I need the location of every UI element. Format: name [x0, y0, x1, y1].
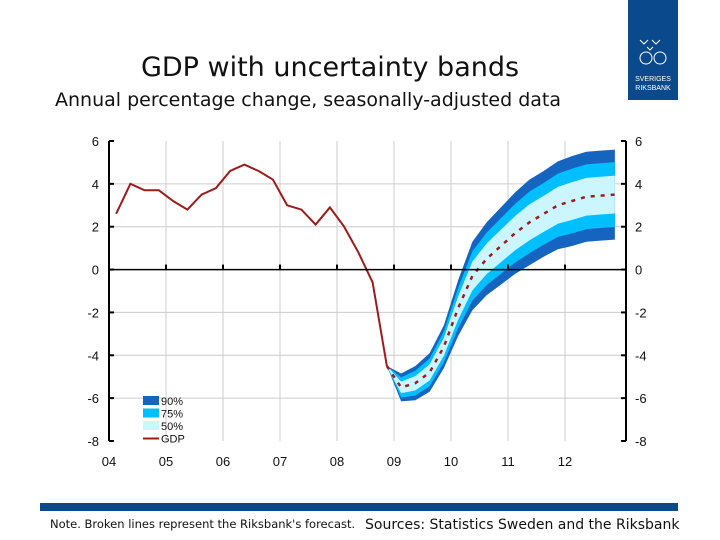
x-tick-label: 12	[558, 454, 572, 469]
y-tick-label-right: 0	[635, 263, 642, 278]
y-tick-label-right: -2	[635, 305, 647, 320]
y-tick-label-right: 6	[635, 134, 642, 149]
chart-title: GDP with uncertainty bands	[140, 52, 520, 83]
legend-label: 90%	[161, 396, 183, 408]
y-tick-label-left: -4	[87, 348, 99, 363]
svg-text:SVERIGES: SVERIGES	[635, 76, 671, 83]
x-tick-label: 05	[159, 454, 173, 469]
legend-swatch	[143, 396, 159, 405]
x-tick-label: 06	[216, 454, 230, 469]
gdp-line	[115, 163, 388, 367]
y-tick-label-left: -8	[87, 434, 99, 449]
y-tick-label-left: 6	[92, 134, 99, 149]
y-tick-label-left: 0	[92, 263, 99, 278]
y-tick-label-left: -2	[87, 305, 99, 320]
y-tick-label-right: 4	[635, 177, 642, 192]
y-tick-label-right: -4	[635, 348, 647, 363]
x-tick-label: 04	[102, 454, 116, 469]
legend-label: 50%	[161, 421, 183, 433]
riksbank-logo: SVERIGES RIKSBANK	[628, 0, 678, 100]
footer-note: Note. Broken lines represent the Riksban…	[50, 517, 356, 531]
y-tick-label-right: 2	[635, 220, 642, 235]
y-tick-label-right: -6	[635, 391, 647, 406]
legend-swatch	[143, 408, 159, 418]
y-tick-label-right: -8	[635, 434, 647, 449]
x-tick-label: 09	[387, 454, 401, 469]
y-tick-label-left: -6	[87, 391, 99, 406]
y-tick-label-left: 4	[92, 177, 99, 192]
legend-swatch	[143, 421, 159, 430]
x-tick-label: 10	[444, 454, 458, 469]
legend-label: GDP	[161, 434, 185, 446]
svg-text:RIKSBANK: RIKSBANK	[635, 85, 671, 92]
footer-sources: Sources: Statistics Sweden and the Riksb…	[365, 517, 680, 533]
x-tick-label: 07	[273, 454, 287, 469]
x-tick-label: 08	[330, 454, 344, 469]
band-50	[386, 175, 615, 394]
gdp-forecast-line	[385, 193, 615, 389]
x-tick-label: 11	[501, 454, 515, 469]
footer-bar	[40, 503, 678, 511]
chart-subtitle: Annual percentage change, seasonally-adj…	[55, 89, 562, 111]
legend-label: 75%	[161, 409, 183, 421]
gdp-chart: -8 -8 -6 -6 -4 -4 -2 -2 0 0 2 2 4 4 6 6 04 05 06 07 08 09 10 11…	[87, 134, 647, 469]
y-tick-label-left: 2	[92, 220, 99, 235]
